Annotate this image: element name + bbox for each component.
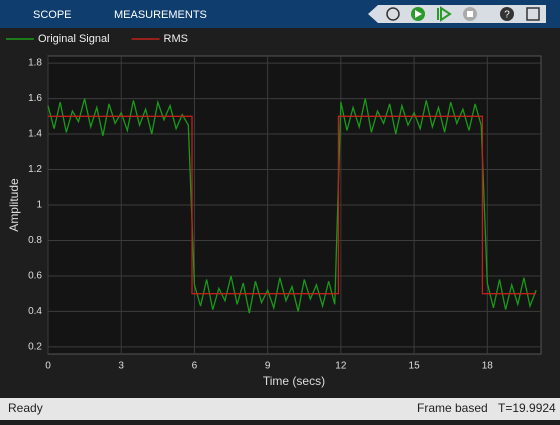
y-tick-label: 1.6 [28,93,42,104]
tab-measurements[interactable]: MEASUREMENTS [114,9,207,21]
x-tick-label: 9 [265,361,271,372]
y-tick-label: 1.2 [28,164,42,175]
y-tick-label: 0.2 [28,342,42,353]
x-tick-label: 18 [482,361,494,372]
toolbar-buttons[interactable]: ? [368,5,546,23]
x-tick-label: 12 [335,361,347,372]
x-axis-label: Time (secs) [263,374,325,388]
x-tick-label: 15 [409,361,421,372]
y-tick-label: 1 [36,200,42,211]
legend-label: RMS [164,33,188,45]
y-tick-label: 0.4 [28,306,42,317]
y-axis-label: Amplitude [7,178,21,232]
y-tick-label: 0.6 [28,271,42,282]
svg-text:?: ? [504,10,510,21]
x-tick-label: 6 [192,361,198,372]
y-tick-label: 1.8 [28,58,42,69]
status-mode: Frame based [417,401,488,415]
status-bar [0,398,560,420]
x-tick-label: 0 [45,361,51,372]
tab-scope[interactable]: SCOPE [33,9,72,21]
legend-label: Original Signal [38,33,110,45]
status-time: T=19.9924 [498,401,556,415]
legend-bar [0,28,560,50]
y-tick-label: 1.4 [28,129,42,140]
y-tick-label: 0.8 [28,235,42,246]
status-ready: Ready [8,401,43,415]
series-line [48,115,537,295]
x-tick-label: 3 [118,361,124,372]
